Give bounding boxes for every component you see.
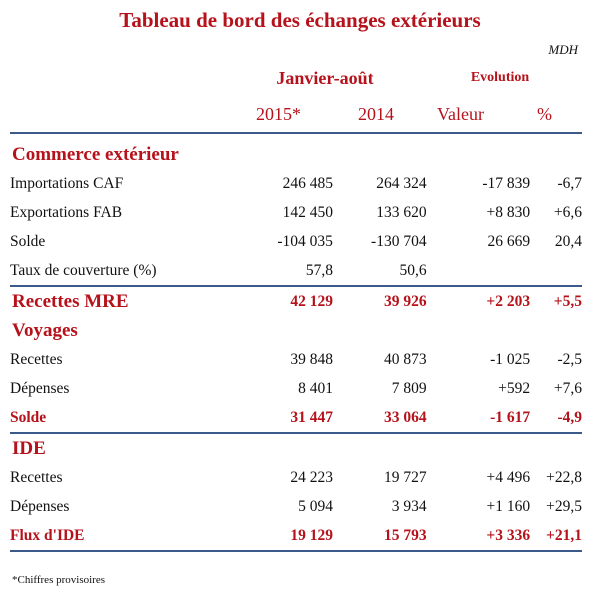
cell-2014: -130 704	[371, 232, 427, 250]
cell-2015: 42 129	[243, 285, 333, 316]
cell-pct: +6,6	[553, 203, 582, 221]
row-label: Taux de couverture (%)	[10, 261, 157, 279]
table-row: Recettes 39 848 40 873 -1 025 -2,5	[10, 345, 582, 374]
cell-2015: 24 223	[290, 468, 333, 486]
cell-valeur: +8 830	[486, 203, 531, 221]
bottom-rule	[10, 550, 582, 554]
cell-2015: 39 848	[290, 350, 333, 368]
unit-label: MDH	[548, 42, 578, 57]
cell-valeur: -17 839	[482, 174, 531, 192]
column-header-pct: %	[537, 104, 552, 124]
cell-2015: 8 401	[298, 379, 333, 397]
row-label: Recettes	[10, 468, 63, 486]
cell-pct: +21,1	[546, 526, 582, 544]
cell-2014: 7 809	[391, 379, 427, 397]
cell-2014: 3 934	[391, 497, 427, 515]
cell-pct	[530, 256, 582, 286]
table-row: Solde -104 035 -130 704 26 669 20,4	[10, 227, 582, 256]
cell-2015: 5 094	[298, 497, 333, 515]
table-row: Taux de couverture (%) 57,8 50,6	[10, 256, 582, 286]
cell-pct: 20,4	[554, 232, 582, 250]
cell-valeur: -1 025	[490, 350, 531, 368]
cell-pct: +29,5	[546, 497, 582, 515]
table-row: Importations CAF 246 485 264 324 -17 839…	[10, 169, 582, 198]
section-row: Recettes MRE 42 129 39 926 +2 203 +5,5	[10, 285, 582, 316]
cell-2014: 264 324	[376, 174, 427, 192]
cell-2015: 246 485	[282, 174, 333, 192]
cell-pct: -6,7	[557, 174, 582, 192]
period-header: Janvier-août	[276, 68, 374, 88]
cell-2015: -104 035	[277, 232, 333, 250]
cell-2014: 15 793	[383, 526, 427, 544]
header-rule	[10, 132, 582, 134]
table-row: Flux d'IDE 19 129 15 793 +3 336 +21,1	[10, 521, 582, 551]
row-label: Flux d'IDE	[10, 526, 85, 544]
cell-valeur: +592	[498, 379, 531, 397]
section-title: Commerce extérieur	[12, 143, 179, 165]
cell-valeur: +4 496	[486, 468, 531, 486]
section-row: Commerce extérieur	[10, 140, 582, 169]
cell-2014: 33 064	[383, 408, 427, 426]
row-label: Dépenses	[10, 379, 70, 397]
section-row: IDE	[10, 432, 582, 463]
row-label: Solde	[10, 232, 46, 250]
section-title: IDE	[10, 432, 582, 463]
cell-2015: 57,8	[305, 261, 333, 279]
section-row: Voyages	[10, 316, 582, 345]
cell-valeur: +1 160	[486, 497, 531, 515]
cell-2015: 142 450	[282, 203, 333, 221]
cell-valeur: 26 669	[487, 232, 531, 250]
section-title: Recettes MRE	[10, 285, 244, 316]
row-label: Exportations FAB	[10, 203, 123, 221]
cell-2014: 19 727	[383, 468, 427, 486]
table-row: Exportations FAB 142 450 133 620 +8 830 …	[10, 198, 582, 227]
footnote: *Chiffres provisoires	[12, 574, 105, 586]
row-label: Recettes	[10, 350, 63, 368]
cell-2014: 50,6	[399, 261, 427, 279]
row-label: Importations CAF	[10, 174, 124, 192]
cell-pct: +5,5	[530, 285, 582, 316]
cell-pct: +7,6	[553, 379, 582, 397]
table-row: Dépenses 5 094 3 934 +1 160 +29,5	[10, 492, 582, 521]
cell-pct: +22,8	[546, 468, 582, 486]
cell-2014: 40 873	[383, 350, 427, 368]
table-row: Recettes 24 223 19 727 +4 496 +22,8	[10, 463, 582, 492]
cell-pct: -4,9	[557, 408, 582, 426]
page-title: Tableau de bord des échanges extérieurs	[119, 8, 481, 32]
table-row: Solde 31 447 33 064 -1 617 -4,9	[10, 403, 582, 433]
cell-pct: -2,5	[557, 350, 582, 368]
table-row: Dépenses 8 401 7 809 +592 +7,6	[10, 374, 582, 403]
column-header-2015: 2015*	[256, 104, 301, 124]
column-header-2014: 2014	[358, 104, 394, 124]
cell-2014: 39 926	[332, 285, 427, 316]
row-label: Solde	[10, 408, 47, 426]
cell-valeur	[427, 256, 531, 286]
evolution-header: Evolution	[470, 70, 530, 85]
cell-valeur: +3 336	[486, 526, 531, 544]
row-label: Dépenses	[10, 497, 70, 515]
cell-2015: 19 129	[290, 526, 333, 544]
cell-2015: 31 447	[290, 408, 333, 426]
cell-valeur: -1 617	[490, 408, 531, 426]
data-table: Commerce extérieur Importations CAF 246 …	[10, 140, 582, 554]
section-title: Voyages	[12, 319, 78, 341]
cell-valeur: +2 203	[426, 285, 531, 316]
cell-2014: 133 620	[376, 203, 427, 221]
column-header-valeur: Valeur	[437, 104, 484, 124]
bottom-rule-row	[10, 550, 582, 554]
